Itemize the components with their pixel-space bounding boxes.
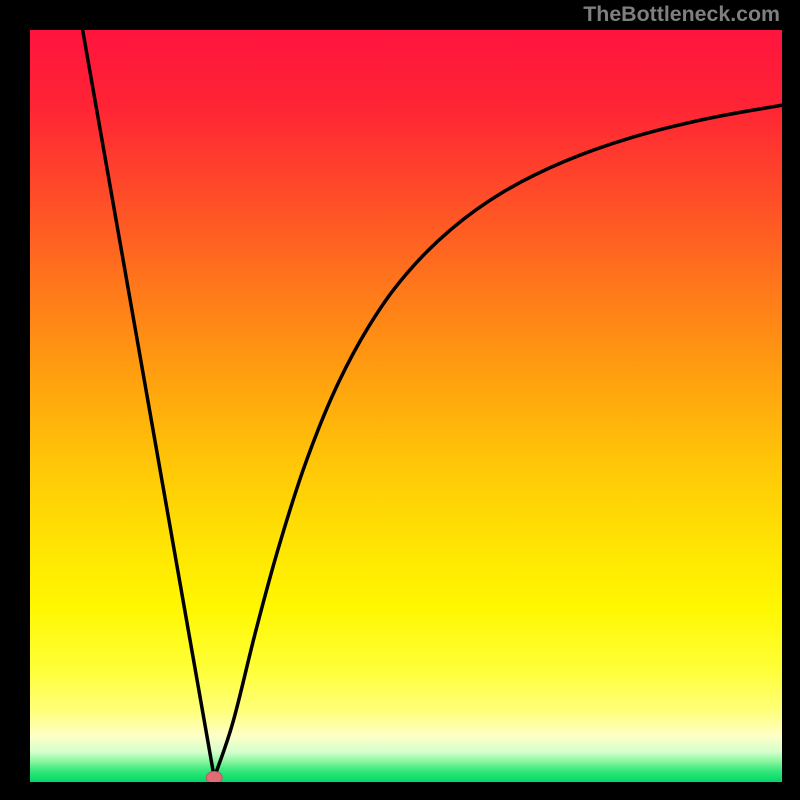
bottleneck-chart-svg (30, 30, 782, 782)
watermark-text: TheBottleneck.com (583, 2, 780, 27)
chart-plot-area (30, 30, 782, 782)
chart-background (30, 30, 782, 782)
minimum-marker (206, 771, 222, 782)
chart-frame: TheBottleneck.com (0, 0, 800, 800)
